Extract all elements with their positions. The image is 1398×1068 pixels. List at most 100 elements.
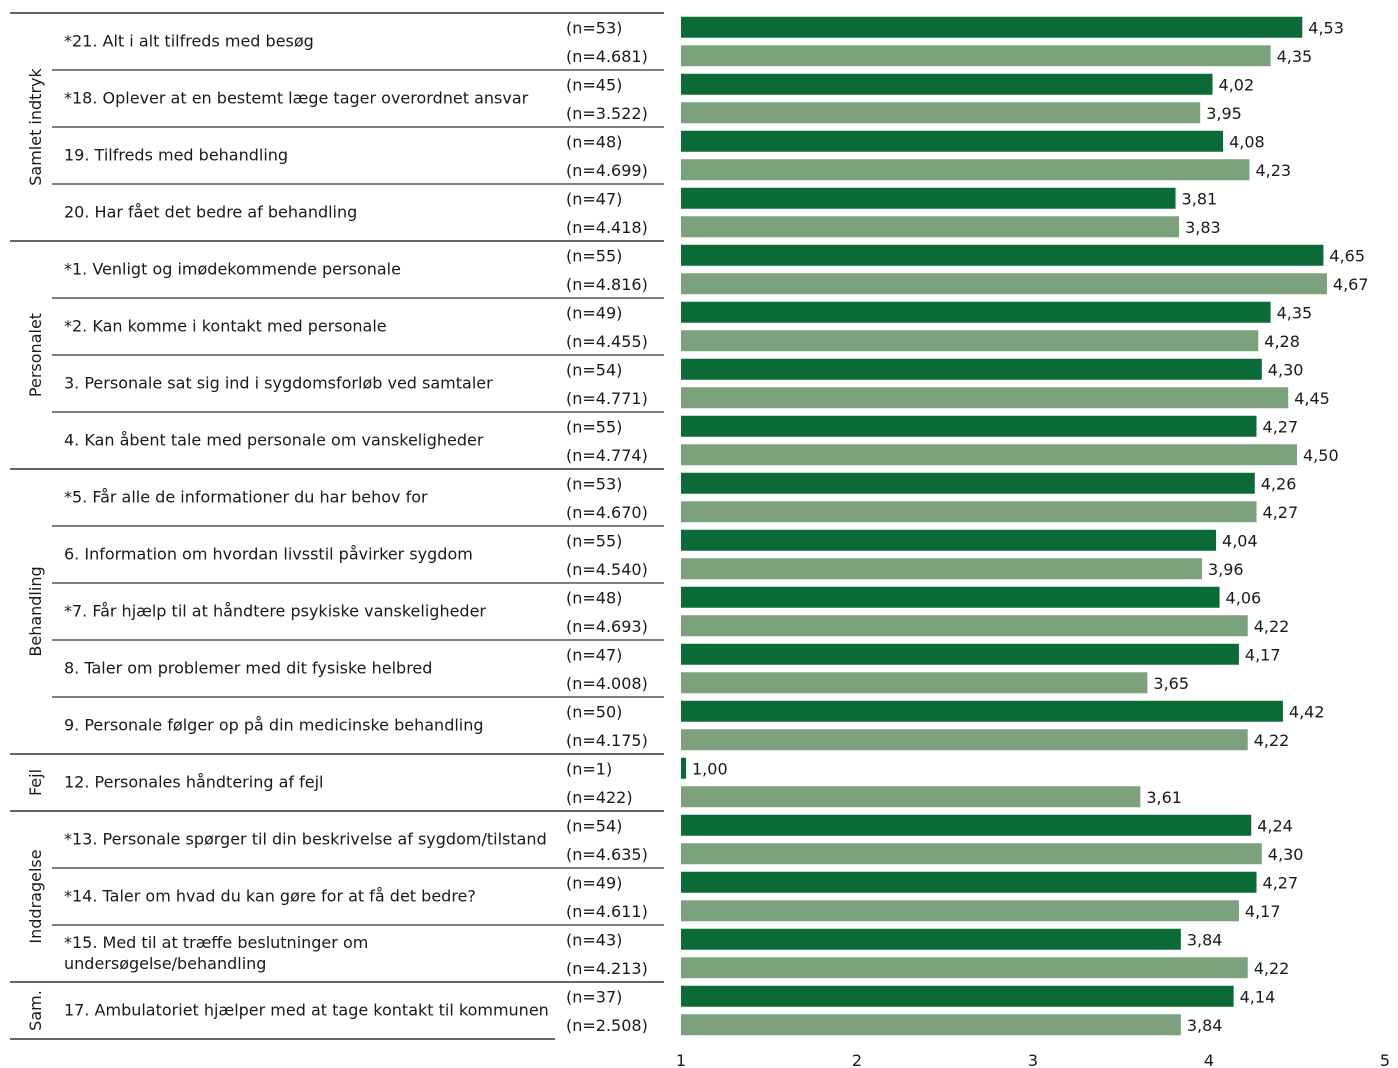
- bar-department: [681, 985, 1234, 1007]
- bar-value-label: 4,06: [1226, 588, 1262, 607]
- bar-value-label: 3,95: [1206, 104, 1242, 123]
- bar-national: [681, 786, 1141, 808]
- group-label: Fejl: [26, 769, 45, 796]
- bar-national: [681, 729, 1248, 751]
- bar-value-label: 4,22: [1254, 959, 1290, 978]
- bar-national: [681, 159, 1250, 181]
- bar-national: [681, 387, 1289, 409]
- bar-value-label: 4,53: [1308, 18, 1344, 37]
- sample-size-label: (n=4.175): [566, 731, 648, 750]
- bar-department: [681, 16, 1303, 38]
- question-label: 3. Personale sat sig ind i sygdomsforløb…: [64, 374, 493, 393]
- bar-value-label: 1,00: [692, 759, 728, 778]
- bar-national: [681, 558, 1202, 580]
- question-label: *2. Kan komme i kontakt med personale: [64, 317, 387, 336]
- question-label: *7. Får hjælp til at håndtere psykiske v…: [64, 602, 486, 621]
- bar-department: [681, 871, 1257, 893]
- bar-value-label: 3,83: [1185, 218, 1221, 237]
- question-label: 20. Har fået det bedre af behandling: [64, 203, 357, 222]
- bar-department: [681, 586, 1220, 608]
- sample-size-label: (n=4.816): [566, 275, 648, 294]
- bar-national: [681, 672, 1148, 694]
- question-label: *13. Personale spørger til din beskrivel…: [64, 830, 547, 849]
- bar-department: [681, 700, 1283, 722]
- sample-size-label: (n=4.670): [566, 503, 648, 522]
- bar-value-label: 4,42: [1289, 702, 1325, 721]
- sample-size-label: (n=4.771): [566, 389, 648, 408]
- x-tick-label: 5: [1380, 1051, 1390, 1068]
- sample-size-label: (n=55): [566, 246, 622, 265]
- question-label: 12. Personales håndtering af fejl: [64, 773, 323, 792]
- bar-value-label: 3,84: [1187, 1016, 1223, 1035]
- group-label: Samlet indtryk: [26, 68, 45, 186]
- question-label: 17. Ambulatoriet hjælper med at tage kon…: [64, 1001, 549, 1020]
- question-label: undersøgelse/behandling: [64, 954, 266, 973]
- sample-size-label: (n=49): [566, 303, 622, 322]
- group-label: Personalet: [26, 313, 45, 397]
- bar-value-label: 4,14: [1240, 987, 1276, 1006]
- sample-size-label: (n=4.681): [566, 47, 648, 66]
- sample-size-label: (n=4.455): [566, 332, 648, 351]
- bar-department: [681, 130, 1224, 152]
- sample-size-label: (n=48): [566, 588, 622, 607]
- bar-value-label: 4,65: [1329, 246, 1365, 265]
- sample-size-label: (n=1): [566, 759, 612, 778]
- bar-national: [681, 444, 1297, 466]
- question-label: 6. Information om hvordan livsstil påvir…: [64, 545, 473, 564]
- sample-size-label: (n=53): [566, 474, 622, 493]
- sample-size-label: (n=4.008): [566, 674, 648, 693]
- sample-size-label: (n=55): [566, 417, 622, 436]
- sample-size-label: (n=47): [566, 189, 622, 208]
- sample-size-label: (n=4.611): [566, 902, 648, 921]
- bar-department: [681, 415, 1257, 437]
- question-label: 19. Tilfreds med behandling: [64, 146, 288, 165]
- sample-size-label: (n=37): [566, 987, 622, 1006]
- bar-department: [681, 187, 1176, 209]
- sample-size-label: (n=4.540): [566, 560, 648, 579]
- sample-size-label: (n=47): [566, 645, 622, 664]
- bar-value-label: 4,27: [1263, 873, 1299, 892]
- question-label: *1. Venligt og imødekommende personale: [64, 260, 401, 279]
- bar-value-label: 4,17: [1245, 645, 1281, 664]
- sample-size-label: (n=48): [566, 132, 622, 151]
- bar-national: [681, 501, 1257, 523]
- bar-department: [681, 301, 1271, 323]
- bar-value-label: 4,30: [1268, 360, 1304, 379]
- sample-size-label: (n=53): [566, 18, 622, 37]
- bar-value-label: 4,02: [1219, 75, 1255, 94]
- bar-national: [681, 102, 1201, 124]
- bar-value-label: 4,30: [1268, 845, 1304, 864]
- bar-value-label: 3,61: [1146, 788, 1182, 807]
- group-label: Sam.: [26, 990, 45, 1031]
- x-tick-label: 1: [676, 1051, 686, 1068]
- bar-national: [681, 216, 1180, 238]
- bar-value-label: 3,96: [1208, 560, 1244, 579]
- x-tick-label: 4: [1204, 1051, 1214, 1068]
- sample-size-label: (n=2.508): [566, 1016, 648, 1035]
- sample-size-label: (n=4.418): [566, 218, 648, 237]
- bar-value-label: 4,22: [1254, 731, 1290, 750]
- bar-value-label: 4,35: [1277, 47, 1313, 66]
- bar-national: [681, 330, 1259, 352]
- bar-value-label: 4,50: [1303, 446, 1339, 465]
- group-label: Inddragelse: [26, 849, 45, 943]
- bar-value-label: 4,23: [1255, 161, 1291, 180]
- question-label: *14. Taler om hvad du kan gøre for at få…: [64, 887, 476, 906]
- bar-national: [681, 1014, 1181, 1036]
- sample-size-label: (n=50): [566, 702, 622, 721]
- bar-national: [681, 615, 1248, 637]
- bar-department: [681, 73, 1213, 95]
- question-label: 9. Personale følger op på din medicinske…: [64, 716, 484, 735]
- bar-value-label: 4,45: [1294, 389, 1330, 408]
- question-label: *15. Med til at træffe beslutninger om: [64, 933, 368, 952]
- bar-value-label: 4,67: [1333, 275, 1369, 294]
- sample-size-label: (n=4.693): [566, 617, 648, 636]
- bar-value-label: 3,84: [1187, 930, 1223, 949]
- bar-value-label: 4,04: [1222, 531, 1258, 550]
- sample-size-label: (n=45): [566, 75, 622, 94]
- bar-value-label: 3,65: [1153, 674, 1189, 693]
- group-label: Behandling: [26, 566, 45, 656]
- sample-size-label: (n=3.522): [566, 104, 648, 123]
- bar-department: [681, 928, 1181, 950]
- question-label: 8. Taler om problemer med dit fysiske he…: [64, 659, 432, 678]
